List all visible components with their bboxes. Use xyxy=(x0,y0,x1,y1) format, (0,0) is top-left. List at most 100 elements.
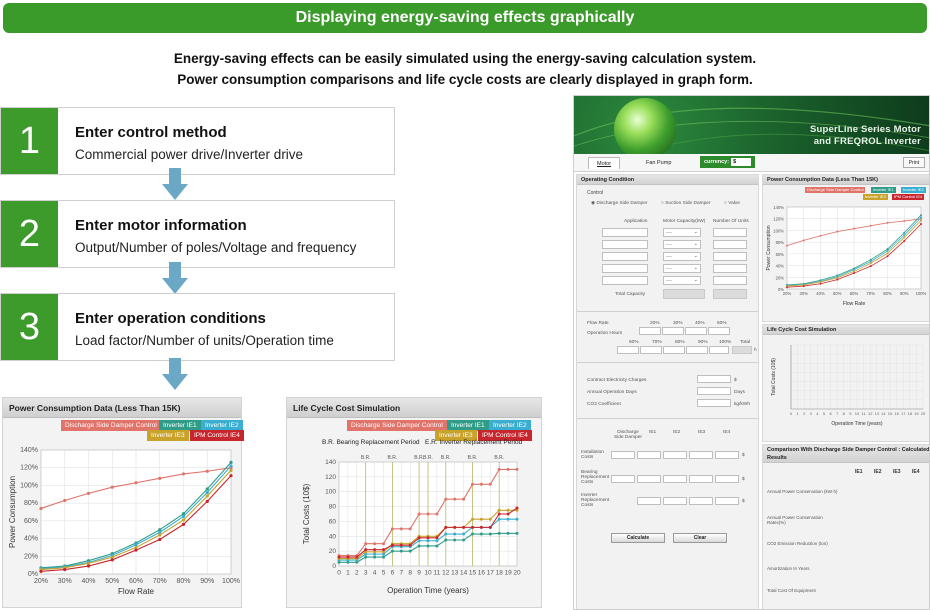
units-input[interactable] xyxy=(713,252,747,261)
step-2: 2 Enter motor information Output/Number … xyxy=(0,200,395,268)
data-point xyxy=(63,498,67,503)
y-axis-label: Power Consumption xyxy=(8,476,17,548)
cost-input[interactable] xyxy=(611,475,635,483)
cost-input[interactable] xyxy=(663,475,687,483)
data-point xyxy=(506,517,510,521)
cost-header: IE4 xyxy=(723,430,731,435)
select-placeholder: ---- xyxy=(666,254,672,259)
flow-pct: Total xyxy=(740,340,751,345)
data-point xyxy=(390,543,394,547)
cost-input[interactable] xyxy=(689,475,713,483)
application-input[interactable] xyxy=(602,240,648,249)
data-point xyxy=(346,560,350,564)
cost-input[interactable] xyxy=(663,497,687,505)
cost-input[interactable] xyxy=(715,451,739,459)
cost-input[interactable] xyxy=(715,497,739,505)
y-tick-label: 60% xyxy=(24,518,38,525)
data-point xyxy=(110,558,114,562)
hours-input[interactable] xyxy=(709,346,729,354)
total-capacity-label: Total Capacity xyxy=(615,292,646,297)
data-point xyxy=(453,538,457,542)
data-point xyxy=(488,532,492,536)
cost-input[interactable] xyxy=(689,497,713,505)
x-tick-label: 3 xyxy=(364,570,368,577)
app-header: SuperLine Series Motor and FREQROL Inver… xyxy=(574,96,929,160)
x-tick-label: 60% xyxy=(129,578,143,585)
hours-input[interactable] xyxy=(640,346,662,354)
br-label: B.R. xyxy=(388,455,398,461)
units-input[interactable] xyxy=(713,240,747,249)
toolbar: Motor Fan Pump currency: $ Print xyxy=(574,154,929,172)
legend-damper: Discharge Side Damper Control xyxy=(347,420,447,431)
data-point xyxy=(435,536,439,540)
x-axis-label: Operation Time (years) xyxy=(387,586,469,595)
data-point xyxy=(497,512,501,516)
co2-label: CO2 Coefficient xyxy=(587,402,621,407)
data-point xyxy=(506,531,510,535)
capacity-select[interactable]: ---- ⌄ xyxy=(663,240,701,249)
x-tick-label: 30% xyxy=(800,291,809,296)
hours-input[interactable] xyxy=(663,346,685,354)
application-input[interactable] xyxy=(602,264,648,273)
intro-line-1: Energy-saving effects can be easily simu… xyxy=(173,51,757,66)
hours-input[interactable] xyxy=(686,346,708,354)
cmp-row-label: Annual Power Conservation (kW·h) xyxy=(767,489,838,494)
data-point xyxy=(479,525,483,529)
data-point xyxy=(382,542,385,546)
x-tick-label: 6 xyxy=(829,411,832,416)
application-input[interactable] xyxy=(602,276,648,285)
print-button[interactable]: Print xyxy=(902,157,925,168)
capacity-select[interactable]: ---- ⌄ xyxy=(663,252,701,261)
cost-input[interactable] xyxy=(663,451,687,459)
contract-charges-label: Contract Electricity Charges xyxy=(587,378,647,383)
capacity-select[interactable]: ---- ⌄ xyxy=(663,276,701,285)
br-label: B.R. xyxy=(361,455,371,461)
cost-input[interactable] xyxy=(689,451,713,459)
col-capacity: Motor Capacity(kW) xyxy=(663,219,706,224)
tab-fan-pump[interactable]: Fan Pump xyxy=(646,160,672,166)
capacity-select[interactable]: ---- ⌄ xyxy=(663,228,701,237)
data-point xyxy=(903,231,906,234)
data-point xyxy=(86,564,91,568)
tab-motor[interactable]: Motor xyxy=(588,157,621,169)
co2-input[interactable] xyxy=(697,399,731,407)
cost-input[interactable] xyxy=(715,475,739,483)
x-tick-label: 70% xyxy=(153,578,167,585)
data-point xyxy=(229,460,233,464)
hours-input[interactable] xyxy=(639,327,661,335)
x-tick-label: 5 xyxy=(823,411,826,416)
bearing-label: Bearing Replacement Costs xyxy=(581,470,610,485)
calculate-button[interactable]: Calculate xyxy=(611,533,665,543)
cost-input[interactable] xyxy=(637,475,661,483)
units-input[interactable] xyxy=(713,276,747,285)
capacity-select[interactable]: ---- ⌄ xyxy=(663,264,701,273)
cost-input[interactable] xyxy=(611,451,635,459)
currency-select[interactable]: currency: $ xyxy=(700,156,756,168)
hours-input[interactable] xyxy=(708,327,730,335)
radio-suction[interactable]: ○ Suction Side Damper xyxy=(661,201,711,206)
data-point xyxy=(355,555,359,559)
data-point xyxy=(497,467,501,471)
data-point xyxy=(417,544,421,548)
data-point xyxy=(364,552,368,556)
radio-discharge[interactable]: ◉ Discharge Side Damper xyxy=(591,201,648,206)
data-point xyxy=(373,542,377,546)
application-input[interactable] xyxy=(602,252,648,261)
hours-input[interactable] xyxy=(685,327,707,335)
data-point xyxy=(134,543,138,547)
x-tick-label: 14 xyxy=(881,411,886,416)
radio-valve[interactable]: ○ Valve xyxy=(724,201,740,206)
hours-input[interactable] xyxy=(617,346,639,354)
cost-input[interactable] xyxy=(637,497,661,505)
br-label: B.R. xyxy=(423,455,433,461)
currency-value[interactable]: $ xyxy=(731,157,752,166)
application-input[interactable] xyxy=(602,228,648,237)
contract-charges-input[interactable] xyxy=(697,375,731,383)
clear-button[interactable]: Clear xyxy=(673,533,727,543)
annual-days-input[interactable] xyxy=(697,387,731,395)
units-input[interactable] xyxy=(713,228,747,237)
units-input[interactable] xyxy=(713,264,747,273)
cost-input[interactable] xyxy=(637,451,661,459)
cmp-row-label: CO2 Emission Reduction (ton) xyxy=(767,541,828,546)
hours-input[interactable] xyxy=(662,327,684,335)
